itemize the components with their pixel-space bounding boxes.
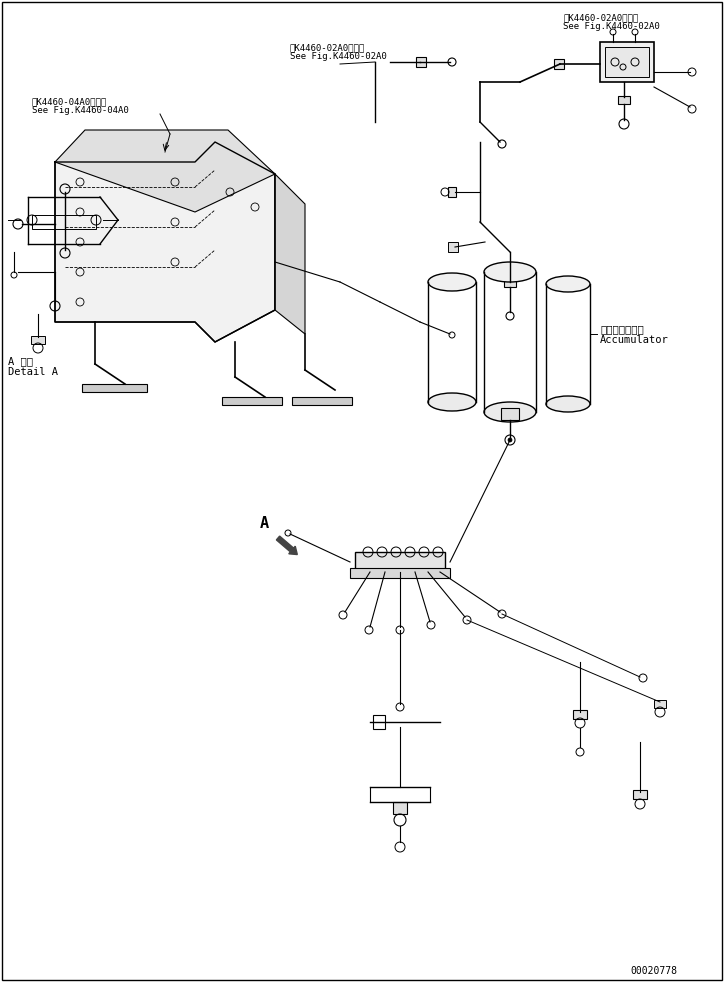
- Polygon shape: [275, 174, 305, 334]
- Bar: [350, 568, 450, 578]
- Ellipse shape: [484, 262, 536, 282]
- Text: See Fig.K4460-04A0: See Fig.K4460-04A0: [32, 106, 129, 115]
- Bar: [373, 715, 385, 729]
- Bar: [600, 42, 654, 82]
- Bar: [504, 277, 516, 287]
- Bar: [32, 215, 96, 229]
- Bar: [448, 187, 456, 197]
- Text: Accumulator: Accumulator: [600, 335, 669, 345]
- Bar: [292, 397, 352, 405]
- Text: アキュムレータ: アキュムレータ: [600, 324, 644, 334]
- Bar: [82, 384, 147, 392]
- Text: See Fig.K4460-02A0: See Fig.K4460-02A0: [563, 22, 660, 31]
- Text: See Fig.K4460-02A0: See Fig.K4460-02A0: [290, 52, 387, 61]
- Bar: [554, 59, 564, 69]
- Ellipse shape: [546, 276, 590, 292]
- Bar: [573, 710, 587, 719]
- Bar: [618, 96, 630, 104]
- Bar: [605, 47, 649, 77]
- Text: 第K4460-02A0図参照: 第K4460-02A0図参照: [563, 13, 639, 22]
- Bar: [501, 408, 519, 420]
- Bar: [416, 57, 426, 67]
- Bar: [654, 700, 666, 708]
- Text: A: A: [260, 516, 269, 531]
- Circle shape: [508, 438, 512, 442]
- Bar: [222, 397, 282, 405]
- Text: 00020778: 00020778: [630, 966, 677, 976]
- Text: A 詳細: A 詳細: [8, 356, 33, 366]
- FancyArrow shape: [277, 536, 298, 555]
- Polygon shape: [55, 142, 275, 342]
- Bar: [31, 336, 45, 344]
- Bar: [393, 802, 407, 814]
- Text: Detail A: Detail A: [8, 367, 58, 377]
- Text: 第K4460-04A0図参照: 第K4460-04A0図参照: [32, 97, 107, 106]
- Text: 第K4460-02A0図参照: 第K4460-02A0図参照: [290, 43, 365, 52]
- Bar: [633, 790, 647, 799]
- Ellipse shape: [484, 402, 536, 422]
- Bar: [355, 552, 445, 572]
- Bar: [448, 242, 458, 252]
- Ellipse shape: [546, 396, 590, 412]
- Polygon shape: [55, 130, 275, 212]
- Ellipse shape: [428, 393, 476, 411]
- Ellipse shape: [428, 273, 476, 291]
